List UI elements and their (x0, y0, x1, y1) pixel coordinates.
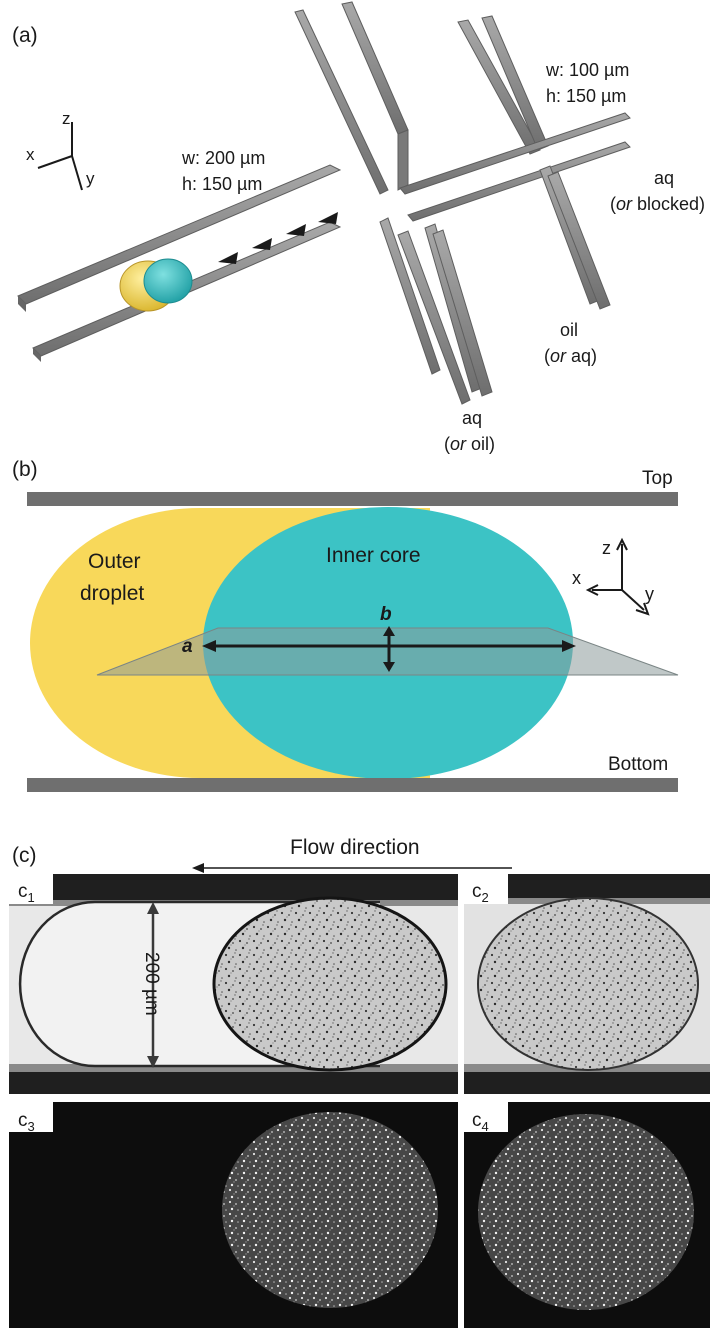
axis-x-b: x (572, 568, 581, 588)
inlet-bottom-note: (or oil) (444, 434, 495, 454)
dimension-a-label: a (182, 636, 193, 657)
inlet-right-label: aq (654, 168, 674, 188)
panel-b-label: (b) (12, 458, 38, 481)
flow-arrowheads (218, 212, 338, 264)
inlet-right-note: (or blocked) (610, 194, 705, 214)
axis-z-a: z (62, 109, 71, 128)
axis-z-b: z (602, 538, 611, 558)
flow-direction-label: Flow direction (290, 836, 420, 859)
dimension-b-label: b (380, 604, 392, 625)
axis-y-a: y (86, 169, 95, 188)
panel-a-label: (a) (12, 24, 38, 47)
axes-3d-a (37, 122, 83, 191)
axes-3d-b (585, 537, 650, 616)
c2-label: c2 (472, 881, 489, 905)
scale-bar-label: 200 µm (141, 952, 162, 1016)
bottom-wall (27, 778, 678, 792)
wide-channel-height: h: 150 µm (182, 174, 262, 194)
image-c2 (464, 874, 710, 1094)
inlet-oil-label: oil (560, 320, 578, 340)
image-c4 (464, 1102, 710, 1328)
image-c3 (9, 1102, 458, 1328)
droplet-3d (119, 258, 193, 312)
top-wall (27, 492, 678, 506)
dimension-b-arrow (383, 626, 395, 672)
outer-droplet-label-2: droplet (80, 582, 144, 605)
narrow-channel-height: h: 150 µm (546, 86, 626, 106)
flow-direction-arrow (192, 863, 512, 873)
c3-label: c3 (18, 1110, 35, 1134)
outer-droplet-label-1: Outer (88, 550, 141, 573)
axis-y-b: y (645, 584, 654, 604)
c4-label: c4 (472, 1110, 489, 1134)
panel-c-label: (c) (12, 844, 37, 867)
wide-channel-width: w: 200 µm (181, 148, 265, 168)
inlet-oil-note: (or aq) (544, 346, 597, 366)
axis-x-a: x (26, 145, 35, 164)
scale-bar (147, 902, 159, 1068)
narrow-channel-width: w: 100 µm (545, 60, 629, 80)
inlet-bottom-label: aq (462, 408, 482, 428)
cross-channels (294, 1, 631, 405)
inner-core-label: Inner core (326, 544, 421, 567)
bottom-wall-label: Bottom (608, 754, 668, 775)
image-c1 (9, 874, 458, 1094)
top-wall-label: Top (642, 468, 673, 489)
c1-label: c1 (18, 881, 35, 905)
